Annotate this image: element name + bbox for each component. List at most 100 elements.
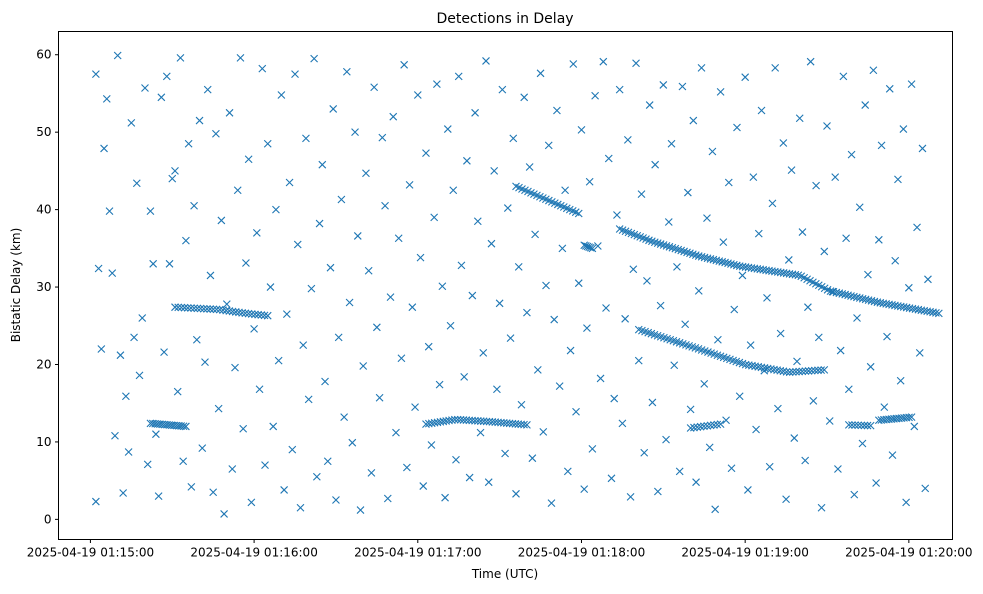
data-point (724, 259, 732, 268)
data-point (179, 422, 188, 431)
data-point (804, 303, 812, 312)
data-point (885, 84, 894, 93)
data-point (154, 492, 163, 501)
data-point (653, 239, 662, 248)
data-point (566, 346, 575, 355)
data-point (870, 297, 879, 306)
data-point (861, 295, 870, 304)
data-point (514, 263, 523, 271)
x-axis-label: Time (UTC) (471, 567, 538, 581)
data-point (572, 407, 580, 416)
data-point (784, 256, 793, 264)
data-point (405, 180, 414, 189)
data-point (863, 421, 872, 430)
data-point (814, 366, 822, 375)
data-point (588, 445, 597, 453)
data-point (706, 255, 715, 263)
data-point (141, 84, 149, 92)
data-point (323, 457, 332, 466)
data-point (274, 356, 283, 365)
data-point (733, 123, 741, 132)
data-point (238, 308, 247, 317)
data-point (381, 201, 389, 210)
data-point (921, 484, 930, 493)
data-point (446, 321, 455, 330)
data-point (182, 236, 190, 245)
data-point (397, 354, 406, 363)
data-point (894, 175, 902, 184)
data-point (771, 64, 780, 72)
x-axis: 2025-04-19 01:15:00 2025-04-19 01:16:00 20… (27, 539, 973, 560)
data-point (866, 362, 875, 371)
data-point (203, 85, 212, 94)
data-point (460, 372, 469, 381)
data-point (791, 270, 800, 279)
data-point (779, 139, 788, 147)
data-point (165, 259, 174, 268)
y-tick-label: 30 (36, 280, 51, 294)
data-point (222, 306, 231, 315)
data-points (91, 51, 943, 518)
data-point (763, 364, 772, 373)
data-point (544, 141, 553, 150)
x-tick-label: 2025-04-19 01:16:00 (190, 546, 317, 560)
data-point (683, 248, 691, 257)
data-point (424, 342, 433, 351)
data-point (671, 244, 680, 253)
data-point (854, 421, 863, 430)
data-point (236, 53, 245, 62)
data-point (394, 234, 403, 243)
data-point (291, 70, 299, 78)
data-point (372, 323, 381, 332)
data-point (432, 80, 441, 89)
data-point (675, 467, 684, 476)
data-point (157, 93, 166, 102)
data-point (190, 304, 199, 313)
data-point (782, 495, 790, 504)
data-point (113, 51, 122, 60)
data-point (710, 421, 718, 429)
data-point (495, 299, 504, 308)
data-point (776, 366, 785, 375)
data-point (392, 428, 400, 437)
data-point (924, 275, 932, 284)
data-point (177, 303, 186, 312)
data-point (329, 105, 338, 113)
data-point (258, 64, 267, 73)
data-point (171, 303, 179, 312)
data-point (674, 245, 683, 254)
data-point (817, 366, 826, 375)
data-point (105, 207, 114, 216)
data-point (260, 311, 269, 320)
data-point (254, 310, 263, 319)
data-point (411, 403, 419, 411)
data-point (577, 125, 586, 134)
data-point (225, 307, 234, 315)
data-point (484, 478, 493, 487)
data-point (244, 309, 253, 318)
data-point (727, 464, 736, 473)
data-point (807, 366, 816, 375)
data-point (389, 112, 398, 121)
data-point (905, 413, 913, 422)
data-point (754, 362, 763, 371)
data-point (332, 496, 340, 504)
data-point (443, 125, 452, 133)
data-point (712, 256, 721, 265)
data-point (523, 421, 531, 429)
y-tick-label: 60 (36, 48, 51, 62)
data-point (280, 486, 289, 494)
data-point (670, 361, 679, 370)
data-point (632, 59, 640, 68)
data-point (441, 493, 449, 502)
data-point (348, 438, 357, 447)
data-point (465, 473, 474, 482)
data-point (517, 400, 526, 409)
data-point (757, 106, 766, 115)
data-point (858, 294, 867, 303)
data-point (810, 366, 819, 375)
data-point (345, 298, 354, 307)
data-point (563, 467, 572, 476)
chart-title: Detections in Delay (436, 11, 573, 27)
data-point (252, 228, 261, 237)
